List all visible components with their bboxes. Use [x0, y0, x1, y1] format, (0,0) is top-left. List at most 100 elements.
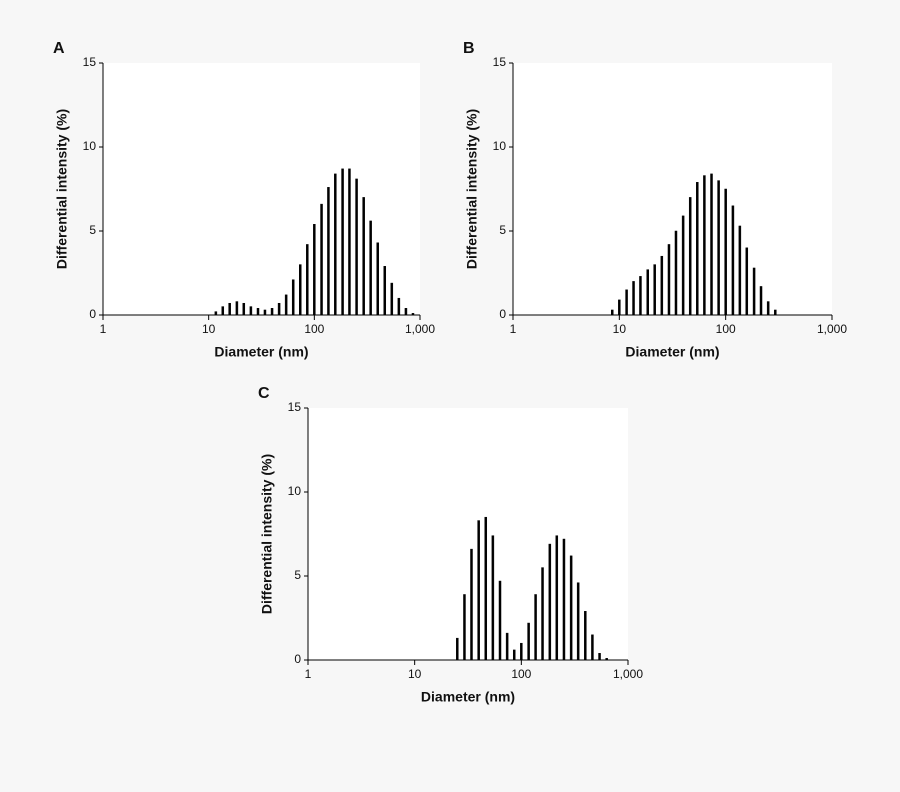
bar	[355, 178, 358, 316]
bar	[320, 203, 323, 316]
bar	[270, 308, 274, 316]
bar	[752, 267, 756, 316]
x-tick-label: 100	[716, 322, 736, 336]
bar	[696, 182, 699, 316]
bar	[491, 535, 495, 661]
bar	[341, 168, 344, 316]
bar	[618, 299, 621, 316]
x-tick-label: 10	[408, 667, 422, 681]
bar	[766, 301, 770, 316]
bar	[505, 632, 509, 661]
bar	[390, 282, 394, 316]
bar	[534, 594, 537, 661]
panel-label: C	[258, 385, 270, 402]
bar	[591, 634, 594, 661]
bar	[348, 168, 351, 316]
x-axis-title: Diameter (nm)	[625, 344, 719, 360]
x-tick-label: 1	[510, 322, 517, 336]
bar	[562, 538, 566, 661]
y-axis-title: Differential intensity (%)	[54, 109, 70, 269]
bar	[512, 649, 516, 661]
bar	[463, 594, 466, 661]
bar	[263, 309, 267, 316]
bar	[731, 205, 735, 316]
bar	[383, 266, 387, 316]
bar	[576, 582, 580, 661]
bar	[569, 555, 573, 661]
bar	[306, 244, 309, 316]
y-tick-label: 15	[83, 55, 97, 69]
bar	[470, 548, 473, 661]
bar	[703, 175, 706, 316]
bar	[477, 520, 480, 661]
bar	[639, 276, 642, 316]
x-tick-label: 1,000	[613, 667, 643, 681]
bar	[541, 567, 544, 661]
bar	[724, 188, 727, 316]
y-axis-title: Differential intensity (%)	[259, 454, 275, 614]
bar	[256, 308, 260, 316]
plot-area	[308, 408, 628, 660]
bar	[277, 302, 281, 316]
bar	[299, 264, 302, 316]
bar	[369, 220, 372, 316]
bar	[660, 255, 664, 316]
y-tick-label: 10	[493, 139, 507, 153]
panel-label: A	[53, 40, 65, 57]
bar	[674, 230, 678, 316]
bar	[520, 642, 523, 661]
bar	[632, 281, 635, 316]
bar	[284, 294, 288, 316]
y-tick-label: 15	[288, 400, 302, 414]
y-tick-label: 10	[288, 484, 302, 498]
bar	[291, 279, 295, 316]
y-tick-label: 10	[83, 139, 97, 153]
y-tick-label: 5	[499, 223, 506, 237]
bar	[484, 516, 488, 661]
y-tick-label: 5	[89, 223, 96, 237]
x-tick-label: 1,000	[817, 322, 847, 336]
bar	[738, 225, 742, 316]
bar	[605, 658, 608, 661]
bar	[625, 289, 628, 316]
panel-label: B	[463, 40, 475, 57]
bar	[249, 306, 253, 316]
bar	[774, 309, 777, 316]
bar	[598, 653, 601, 661]
plot-area	[103, 63, 420, 315]
bar	[710, 173, 713, 316]
bar	[527, 622, 530, 661]
bar	[411, 313, 415, 316]
y-tick-label: 0	[89, 307, 96, 321]
bar	[404, 308, 408, 316]
bar	[681, 215, 685, 316]
x-tick-label: 1	[305, 667, 312, 681]
bar	[235, 301, 239, 316]
bar	[688, 197, 692, 316]
bar	[376, 242, 379, 316]
x-axis-title: Diameter (nm)	[421, 689, 515, 705]
x-tick-label: 10	[613, 322, 627, 336]
bar	[555, 535, 559, 661]
bar	[313, 224, 316, 316]
bar	[327, 187, 330, 316]
bar	[498, 580, 502, 661]
x-tick-label: 100	[304, 322, 324, 336]
x-tick-label: 100	[511, 667, 531, 681]
x-tick-label: 10	[202, 322, 216, 336]
bar	[228, 302, 231, 316]
bar	[221, 306, 225, 316]
plot-area	[513, 63, 832, 315]
bar	[717, 180, 720, 316]
bar	[242, 302, 246, 316]
y-tick-label: 15	[493, 55, 507, 69]
x-tick-label: 1,000	[405, 322, 435, 336]
bar	[214, 311, 218, 316]
x-axis-title: Diameter (nm)	[214, 344, 308, 360]
bar	[334, 173, 337, 316]
bar	[646, 269, 649, 316]
bar	[653, 264, 656, 316]
y-axis-title: Differential intensity (%)	[464, 109, 480, 269]
bar	[745, 247, 749, 316]
